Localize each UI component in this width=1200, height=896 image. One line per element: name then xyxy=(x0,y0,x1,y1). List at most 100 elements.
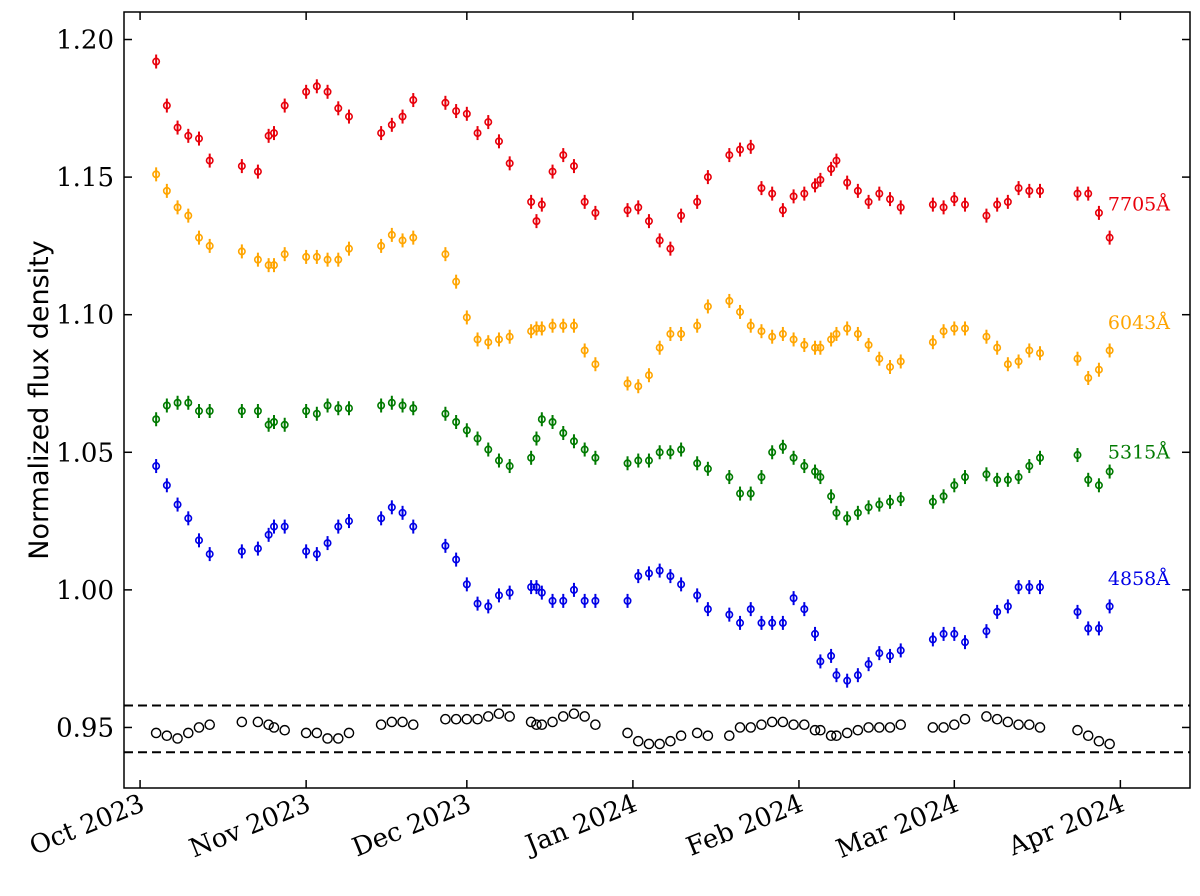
data-point xyxy=(853,329,862,338)
data-point xyxy=(816,175,825,184)
data-point xyxy=(809,724,821,736)
data-point xyxy=(484,338,493,347)
data-point xyxy=(827,335,836,344)
data-point xyxy=(896,646,905,655)
data-point xyxy=(264,530,273,539)
data-point xyxy=(182,727,194,739)
data-point xyxy=(173,500,182,509)
data-point xyxy=(644,569,653,578)
data-point xyxy=(253,407,262,416)
data-point xyxy=(184,514,193,523)
data-point xyxy=(375,719,387,731)
data-point xyxy=(768,189,777,198)
data-point xyxy=(580,346,589,355)
data-point xyxy=(493,708,505,720)
data-point xyxy=(559,151,568,160)
data-point xyxy=(269,522,278,531)
data-point xyxy=(655,236,664,245)
data-point xyxy=(387,120,396,129)
data-point xyxy=(152,415,161,424)
data-point xyxy=(452,418,461,427)
data-point xyxy=(591,208,600,217)
data-point xyxy=(1073,354,1082,363)
data-point xyxy=(323,401,332,410)
data-point xyxy=(194,233,203,242)
data-point xyxy=(634,456,643,465)
data-point xyxy=(757,184,766,193)
data-point xyxy=(644,371,653,380)
data-point xyxy=(1073,607,1082,616)
data-point xyxy=(1003,602,1012,611)
data-point xyxy=(634,382,643,391)
data-point xyxy=(559,321,568,330)
data-point xyxy=(811,181,820,190)
data-point xyxy=(323,255,332,264)
data-point xyxy=(268,722,280,733)
data-point xyxy=(344,517,353,526)
data-point xyxy=(736,489,745,498)
data-point xyxy=(896,495,905,504)
data-point xyxy=(757,473,766,482)
data-point xyxy=(928,338,937,347)
data-point xyxy=(928,200,937,209)
data-point xyxy=(473,335,482,344)
data-point xyxy=(152,57,161,66)
data-point xyxy=(725,296,734,305)
series-label: 4858Å xyxy=(1108,568,1170,590)
data-point xyxy=(843,178,852,187)
data-point xyxy=(1084,189,1093,198)
data-point xyxy=(666,448,675,457)
data-point xyxy=(1084,475,1093,484)
data-point xyxy=(746,489,755,498)
data-point xyxy=(193,722,205,733)
data-point xyxy=(827,651,836,660)
data-point xyxy=(441,98,450,107)
data-point xyxy=(280,250,289,259)
data-point xyxy=(547,716,558,728)
data-point xyxy=(843,676,852,685)
data-point xyxy=(1094,365,1103,374)
data-point xyxy=(927,722,939,733)
data-point xyxy=(269,129,278,138)
data-point xyxy=(778,618,787,627)
data-point xyxy=(569,437,578,446)
data-point xyxy=(1034,722,1046,733)
data-point xyxy=(800,189,809,198)
data-point xyxy=(205,550,214,559)
data-point xyxy=(473,599,482,608)
data-point xyxy=(703,605,712,614)
data-point xyxy=(194,536,203,545)
data-point xyxy=(886,651,895,660)
data-point xyxy=(703,173,712,182)
series-4858 xyxy=(152,459,1114,688)
data-point xyxy=(961,638,970,647)
data-point xyxy=(1003,475,1012,484)
data-point xyxy=(799,719,810,731)
data-point xyxy=(778,442,787,451)
data-point xyxy=(386,716,398,728)
data-point xyxy=(1093,735,1105,747)
data-point xyxy=(162,101,171,110)
series-6043 xyxy=(152,167,1114,394)
data-point xyxy=(532,434,541,443)
data-point xyxy=(1025,462,1034,471)
data-point xyxy=(172,733,183,744)
data-point xyxy=(693,591,702,600)
data-point xyxy=(531,719,542,731)
data-point xyxy=(194,134,203,143)
data-point xyxy=(482,711,494,722)
data-point xyxy=(579,711,590,722)
data-point xyxy=(302,252,311,261)
data-point xyxy=(505,588,514,597)
data-point xyxy=(1084,624,1093,633)
data-point xyxy=(734,722,746,733)
data-point xyxy=(959,713,971,725)
data-point xyxy=(398,401,407,410)
y-tick-label: 0.95 xyxy=(56,713,114,743)
data-point xyxy=(777,716,789,728)
data-point xyxy=(557,711,569,722)
data-point xyxy=(1082,730,1094,742)
data-point xyxy=(312,82,321,91)
data-point xyxy=(622,727,633,739)
data-point xyxy=(746,605,755,614)
